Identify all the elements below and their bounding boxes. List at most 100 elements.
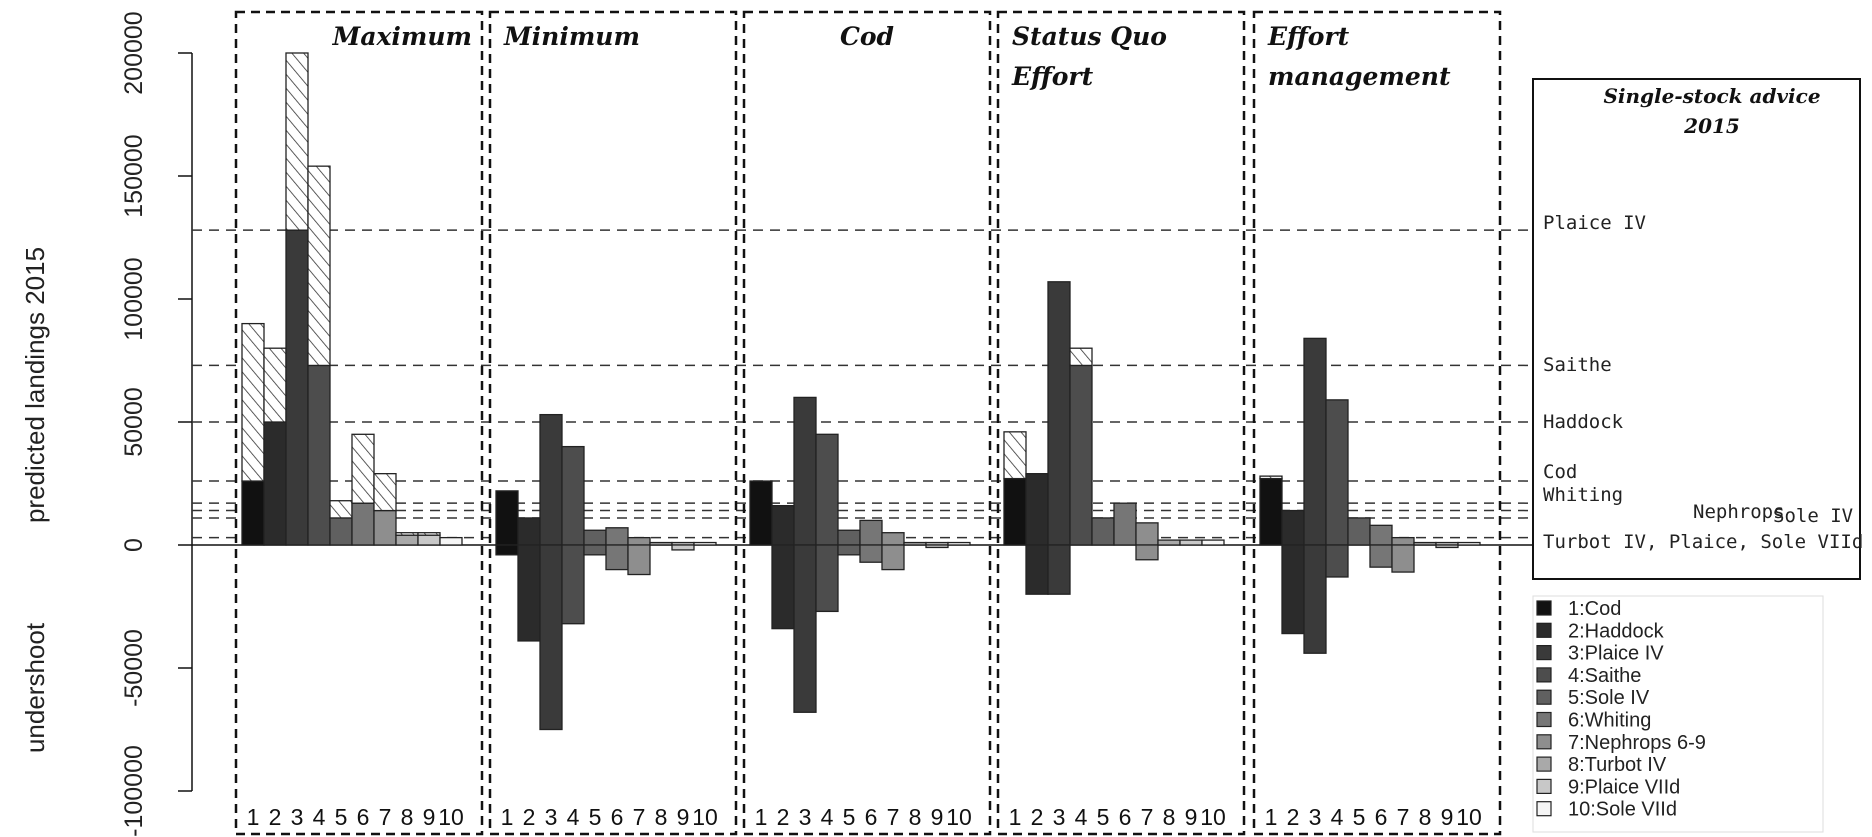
undershoot-bar	[1281, 544, 1305, 635]
advice-label: Cod	[1543, 461, 1577, 483]
y-tick-label: 100000	[120, 257, 148, 340]
x-tick-label: 6	[865, 804, 878, 830]
x-tick-label: 9	[1185, 804, 1198, 830]
panel-frame	[996, 10, 1246, 836]
x-tick-label: 10	[946, 804, 972, 830]
bar	[947, 541, 971, 546]
advice-label: Haddock	[1543, 411, 1624, 433]
legend-swatch	[1536, 644, 1552, 661]
undershoot-bar	[837, 544, 861, 556]
undershoot-bar	[815, 544, 839, 613]
panel-title: management	[1268, 62, 1451, 91]
overshoot-bar	[373, 473, 397, 512]
bar	[517, 517, 541, 546]
bar	[495, 490, 519, 546]
advice-box: Single-stock advice 2015 Plaice IV Saithe Ha…	[1532, 78, 1863, 580]
legend-label: 9:Plaice VIId	[1568, 776, 1680, 798]
x-tick-label: 10	[1200, 804, 1226, 830]
x-tick-label: 1	[1265, 804, 1278, 830]
legend-swatch	[1536, 689, 1552, 705]
legend-label: 8:Turbot IV	[1568, 754, 1667, 776]
advice-box-frame	[1532, 78, 1861, 580]
x-tick-label: 1	[501, 804, 514, 830]
legend-label: 10:Sole VIId	[1568, 799, 1677, 821]
bar	[693, 541, 717, 546]
panel-title: Minimum	[503, 22, 640, 51]
bar	[1281, 509, 1305, 546]
y-axis: -100000 -50000 0 50000 100000 150000 200000	[120, 11, 193, 837]
panel-title: Cod	[840, 22, 894, 51]
undershoot-bar	[1303, 544, 1327, 654]
undershoot-bar	[859, 544, 883, 563]
overshoot-bar	[241, 322, 265, 482]
bar	[1413, 541, 1437, 546]
panel-title: Status Quo	[1012, 22, 1167, 51]
panel-frame	[742, 10, 992, 836]
x-tick-label: 9	[931, 804, 944, 830]
bar	[1391, 536, 1415, 546]
x-tick-label: 4	[1331, 804, 1344, 830]
x-tick-label: 5	[589, 804, 602, 830]
bar	[539, 413, 563, 546]
panel-title: Effort	[1267, 22, 1350, 51]
undershoot-bar	[1135, 544, 1159, 561]
undershoot-bar	[517, 544, 541, 642]
bar	[1259, 477, 1283, 546]
overshoot-bar	[285, 52, 309, 231]
bar	[605, 527, 629, 546]
x-tick-label: 7	[379, 804, 392, 830]
panel-title: Effort	[1011, 62, 1094, 91]
overshoot-bar	[307, 165, 331, 367]
bar	[263, 421, 287, 546]
bar	[649, 541, 673, 546]
legend-swatch	[1536, 756, 1552, 772]
x-tick-label: 8	[1163, 804, 1176, 830]
advice-label: Whiting	[1543, 484, 1623, 506]
bar	[417, 534, 441, 546]
bar	[1091, 517, 1115, 546]
x-tick-label: 10	[692, 804, 718, 830]
panel-frame	[488, 10, 738, 836]
bar	[1113, 502, 1137, 546]
x-tick-label: 4	[567, 804, 580, 830]
legend-swatch	[1536, 801, 1552, 817]
undershoot-bar	[495, 544, 519, 556]
y-tick-label: 150000	[120, 134, 148, 217]
undershoot-bar	[1435, 544, 1459, 549]
x-tick-label: 1	[1009, 804, 1022, 830]
x-tick-label: 3	[291, 804, 304, 830]
bar	[881, 532, 905, 546]
y-tick-label: -50000	[120, 629, 148, 707]
x-tick-label: 9	[423, 804, 436, 830]
x-tick-label: 7	[633, 804, 646, 830]
y-tick-label: -100000	[120, 745, 148, 837]
bar	[1369, 524, 1393, 546]
x-tick-label: 3	[1309, 804, 1322, 830]
x-tick-label: 7	[887, 804, 900, 830]
x-tick-label: 2	[523, 804, 536, 830]
x-tick-label: 8	[655, 804, 668, 830]
overshoot-bar	[1003, 431, 1027, 480]
x-tick-label: 8	[1419, 804, 1432, 830]
x-tick-label: 9	[1441, 804, 1454, 830]
overshoot-bar	[329, 500, 353, 519]
legend-swatch	[1536, 711, 1552, 728]
overshoot-bar	[351, 433, 375, 504]
bar	[1025, 473, 1049, 546]
undershoot-bar	[771, 544, 795, 630]
bar	[285, 229, 309, 546]
bar	[1457, 541, 1481, 546]
undershoot-bar	[1025, 544, 1049, 595]
x-tick-label: 10	[1456, 804, 1482, 830]
legend-label: 4:Saithe	[1568, 665, 1641, 687]
bar	[859, 519, 883, 546]
bar	[815, 433, 839, 546]
advice-label: Saithe	[1543, 354, 1612, 376]
y-axis-label-landings: predicted landings 2015	[20, 247, 50, 523]
y-tick-label: 200000	[120, 11, 148, 94]
x-tick-label: 6	[1375, 804, 1388, 830]
bar	[1003, 477, 1027, 546]
bar	[1135, 522, 1159, 546]
advice-label: Nephrops	[1693, 501, 1785, 523]
legend-swatch	[1536, 622, 1552, 638]
